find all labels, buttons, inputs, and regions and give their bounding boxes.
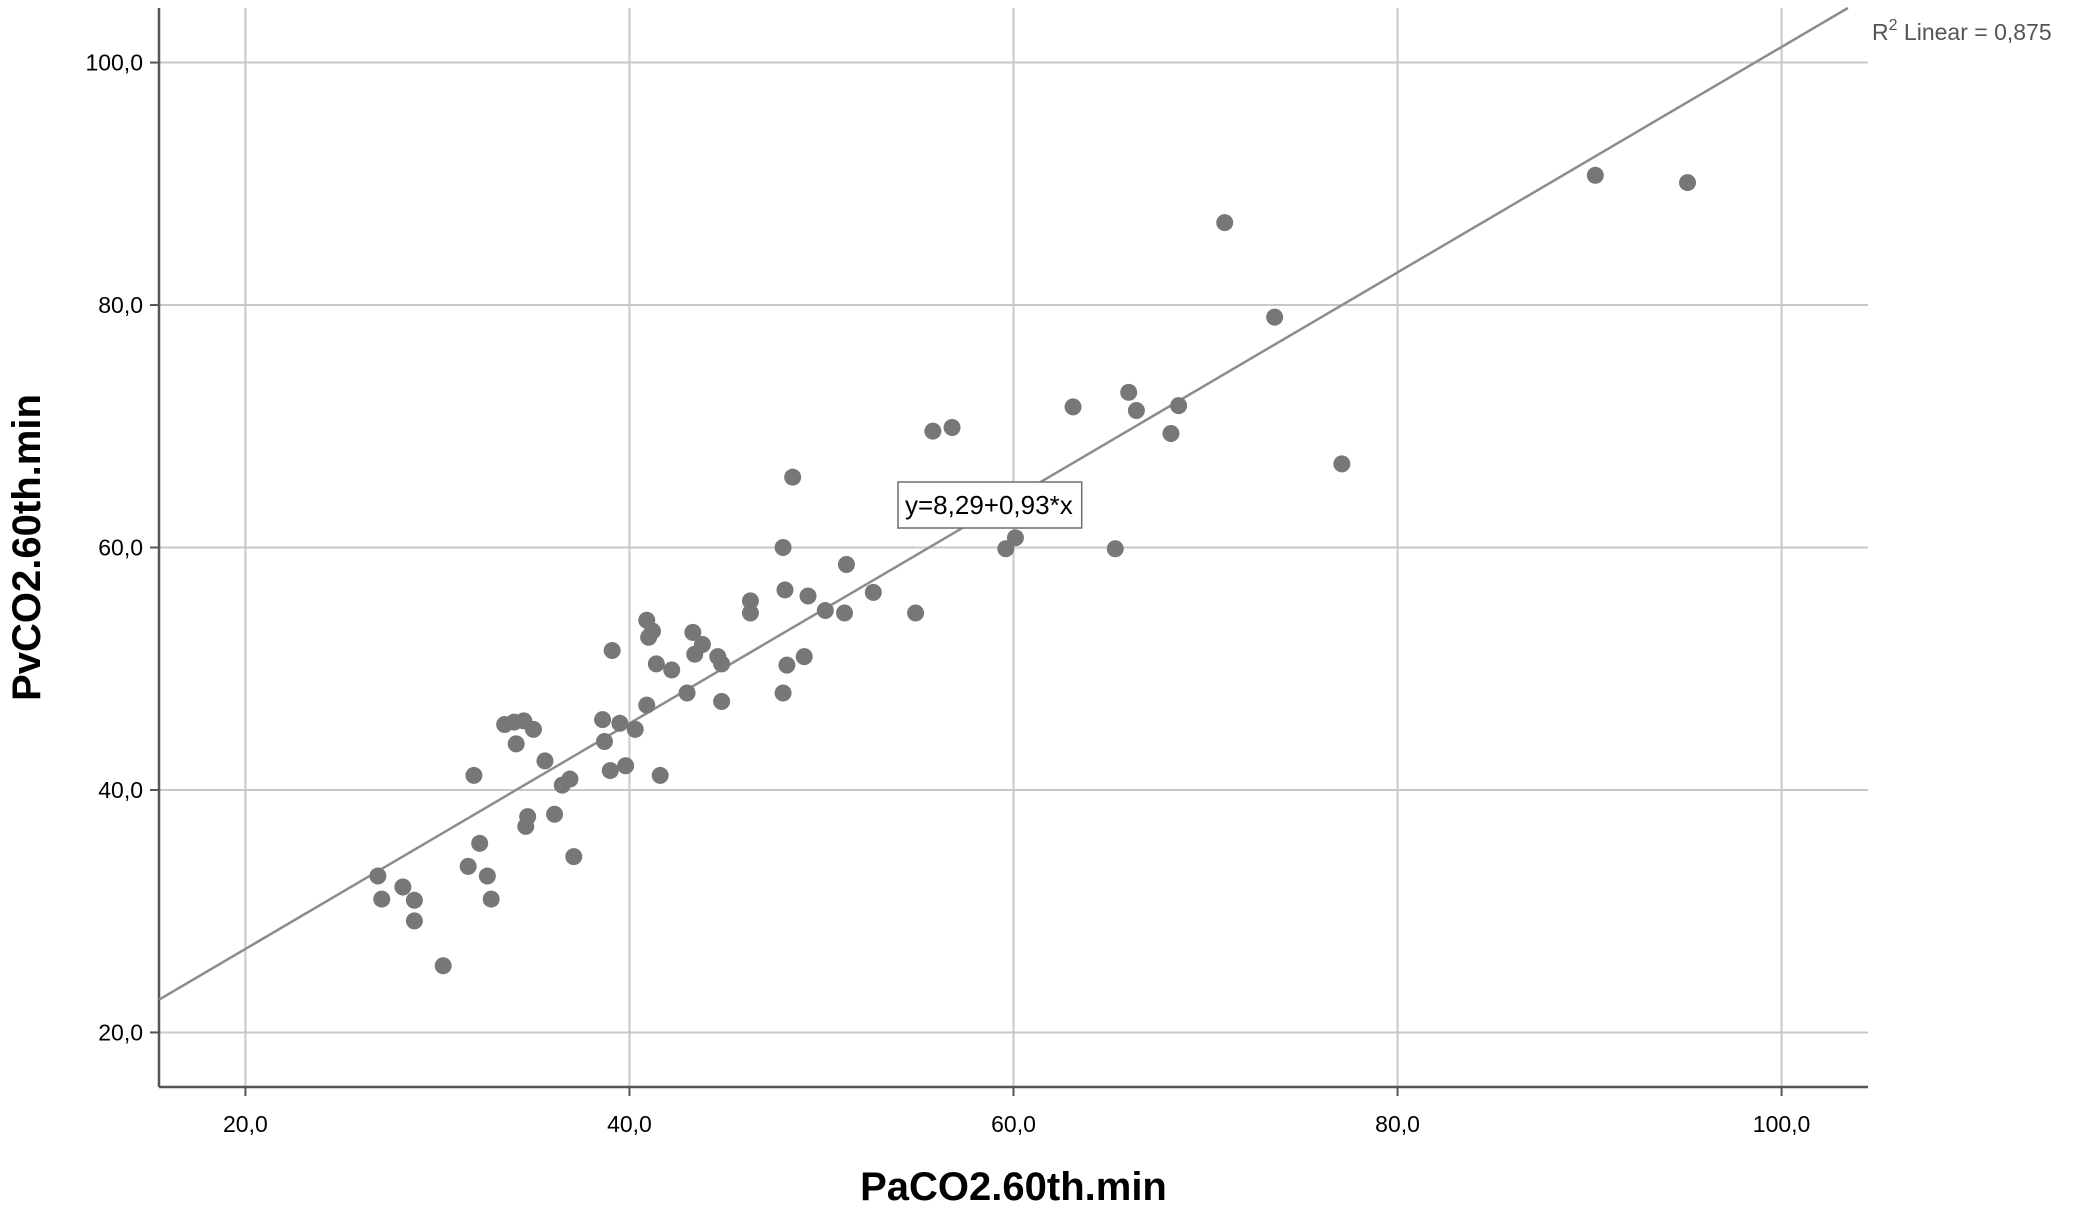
data-point bbox=[1266, 308, 1284, 326]
data-point bbox=[1120, 383, 1138, 401]
data-point bbox=[482, 890, 500, 908]
fit-equation-frame bbox=[897, 481, 1083, 529]
y-tick-label: 40,0 bbox=[98, 777, 143, 803]
r2-value: Linear = 0,875 bbox=[1898, 19, 2052, 45]
data-point bbox=[713, 692, 731, 710]
data-point bbox=[507, 735, 525, 753]
data-point bbox=[678, 684, 696, 702]
axes: 20,0 40,0 60,0 80,0 100,0 20,0 40,0 60,0 80,0 100… bbox=[85, 8, 1868, 1137]
data-point bbox=[784, 468, 802, 486]
labels: PaCO2.60th.min PvCO2.60th.min R2 Linear … bbox=[5, 17, 2052, 1209]
data-point bbox=[536, 752, 554, 770]
data-point bbox=[626, 720, 644, 738]
data-point bbox=[611, 714, 629, 732]
data-point bbox=[638, 696, 656, 714]
data-point bbox=[1127, 402, 1145, 420]
x-axis-title: PaCO2.60th.min bbox=[860, 1165, 1167, 1209]
data-point bbox=[776, 581, 794, 599]
data-point bbox=[713, 655, 731, 673]
data-point bbox=[465, 766, 483, 784]
data-point bbox=[774, 539, 792, 556]
data-point bbox=[594, 711, 612, 729]
data-point bbox=[459, 857, 477, 875]
data-point bbox=[434, 957, 452, 975]
y-tick-label: 100,0 bbox=[85, 50, 143, 76]
x-tick-label: 80,0 bbox=[1375, 1111, 1420, 1137]
data-point bbox=[774, 684, 792, 702]
data-point bbox=[394, 878, 412, 896]
data-point bbox=[997, 540, 1015, 558]
data-point bbox=[617, 757, 635, 775]
data-point bbox=[1006, 529, 1024, 547]
data-point bbox=[478, 867, 496, 885]
x-tick-label: 20,0 bbox=[223, 1111, 268, 1137]
data-point bbox=[816, 602, 834, 620]
data-point bbox=[1678, 174, 1696, 192]
data-point bbox=[836, 604, 854, 622]
data-point bbox=[943, 418, 961, 436]
data-point bbox=[741, 592, 759, 610]
x-tick-label: 40,0 bbox=[607, 1111, 652, 1137]
data-point bbox=[373, 890, 391, 908]
data-point bbox=[1170, 397, 1188, 415]
data-point bbox=[663, 661, 681, 679]
y-axis-title: PvCO2.60th.min bbox=[5, 394, 49, 701]
data-point bbox=[907, 604, 925, 622]
data-point bbox=[405, 891, 423, 909]
data-point bbox=[924, 422, 942, 440]
data-point bbox=[643, 622, 661, 640]
data-point bbox=[1064, 398, 1082, 416]
data-point bbox=[369, 867, 387, 885]
r2-prefix: R bbox=[1872, 19, 1889, 45]
data-point bbox=[693, 635, 711, 653]
y-tick-label: 80,0 bbox=[98, 292, 143, 318]
data-point bbox=[601, 762, 619, 780]
data-point bbox=[1586, 166, 1604, 184]
data-point bbox=[864, 583, 882, 601]
data-point bbox=[595, 732, 613, 750]
data-point bbox=[603, 642, 621, 660]
y-tick-label: 20,0 bbox=[98, 1019, 143, 1045]
data-point bbox=[1106, 540, 1124, 558]
data-point bbox=[519, 808, 537, 826]
fit-equation-box: y=8,29+0,93*x bbox=[897, 481, 1083, 529]
data-points bbox=[369, 166, 1696, 975]
data-point bbox=[546, 805, 564, 823]
data-point bbox=[1162, 425, 1180, 443]
data-point bbox=[799, 587, 817, 605]
data-point bbox=[524, 720, 542, 738]
x-tick-label: 60,0 bbox=[991, 1111, 1036, 1137]
data-point bbox=[741, 604, 759, 622]
data-point bbox=[471, 834, 489, 852]
data-point bbox=[405, 912, 423, 930]
data-point bbox=[647, 655, 665, 673]
fit-equation-label: y=8,29+0,93*x bbox=[905, 490, 1073, 520]
data-point bbox=[561, 770, 579, 788]
grid-lines bbox=[159, 8, 1868, 1087]
x-tick-label: 100,0 bbox=[1753, 1111, 1811, 1137]
r2-label: R2 Linear = 0,875 bbox=[1872, 17, 2052, 45]
data-point bbox=[1333, 455, 1351, 473]
data-point bbox=[837, 555, 855, 573]
r2-superscript: 2 bbox=[1889, 17, 1898, 34]
data-point bbox=[1216, 214, 1234, 232]
y-tick-label: 60,0 bbox=[98, 535, 143, 561]
data-point bbox=[795, 648, 813, 666]
data-point bbox=[565, 848, 583, 866]
data-point bbox=[651, 766, 669, 784]
data-point bbox=[778, 656, 796, 674]
data-point bbox=[684, 623, 702, 641]
